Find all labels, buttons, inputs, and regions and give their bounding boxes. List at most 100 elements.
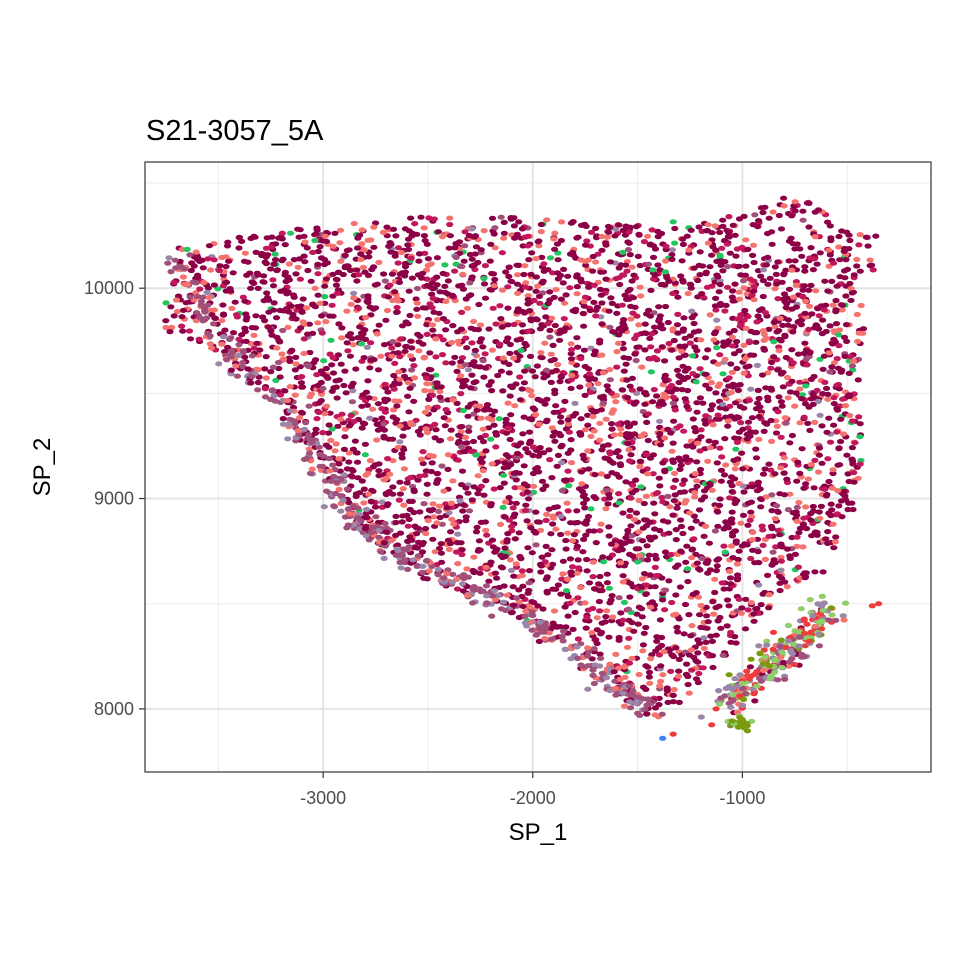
data-point [757,496,765,502]
data-point [417,214,425,220]
data-point [595,598,604,605]
data-point [521,340,529,347]
data-point [318,313,326,319]
data-point [458,384,467,390]
data-point [669,290,677,297]
data-point [713,317,721,323]
data-point [429,453,437,459]
data-point [833,429,841,435]
data-point [806,255,814,261]
data-point [844,506,852,513]
data-point [714,412,722,418]
data-point [291,367,299,373]
data-point [501,545,509,551]
data-point [360,486,368,492]
data-point [542,576,550,582]
data-point [289,314,297,320]
data-point [170,279,178,285]
data-point [814,207,823,213]
data-point [784,395,792,401]
data-point [636,464,644,470]
data-point [434,566,442,572]
data-point [242,338,250,344]
data-point [476,322,485,328]
data-point [651,552,659,559]
data-point [373,331,381,337]
data-point [606,600,614,606]
data-point [840,488,848,494]
data-point [500,219,508,225]
data-point [594,380,602,387]
data-point [429,327,437,333]
data-point [642,663,650,669]
data-point [584,645,592,651]
data-point [697,434,705,440]
data-point [318,463,327,469]
data-point [435,545,444,552]
data-point [775,212,783,219]
data-point [649,399,657,405]
data-point [332,282,340,288]
data-point [712,632,720,638]
data-point [423,481,431,487]
data-point [744,419,753,425]
data-point [524,243,532,249]
data-point [439,270,447,277]
data-point [625,683,634,689]
data-point [592,637,600,643]
data-point [504,305,512,311]
data-point [267,328,275,334]
data-point [800,414,808,420]
data-point [568,564,577,570]
data-point [826,223,834,229]
data-point [694,594,703,600]
data-point [775,394,783,400]
data-point [632,477,640,483]
data-point [458,468,467,474]
data-point [742,237,750,243]
data-point [742,263,750,269]
data-point [819,317,827,323]
data-point [688,623,696,629]
data-point [581,363,589,370]
data-point [614,548,623,554]
data-point [499,355,507,361]
data-point [751,698,759,704]
data-point [716,445,724,451]
data-point [512,561,520,567]
data-point [780,203,788,209]
data-point [247,380,255,386]
data-point [465,293,473,299]
data-point [647,287,655,293]
data-point [248,373,256,380]
data-point [837,416,845,422]
data-point [343,486,351,492]
data-point [612,449,620,456]
data-point [399,433,407,439]
data-point [558,633,566,640]
data-point [519,603,527,610]
data-point [299,296,307,302]
data-point [755,414,763,420]
data-point [802,504,810,510]
data-point [538,478,547,484]
data-point [761,420,769,426]
data-point [673,322,682,328]
data-point [620,599,629,606]
data-point [862,234,871,240]
data-point [371,417,379,423]
data-point [436,289,444,295]
data-point [771,471,779,477]
data-point [580,492,588,498]
data-point [697,714,705,720]
data-point [604,501,612,507]
data-point [352,491,360,497]
data-point [474,473,482,479]
data-point [188,260,196,266]
data-point [719,268,727,274]
data-point [545,447,553,453]
data-point [669,440,677,446]
data-point [753,223,762,230]
data-point [615,491,623,497]
data-point [653,638,661,644]
